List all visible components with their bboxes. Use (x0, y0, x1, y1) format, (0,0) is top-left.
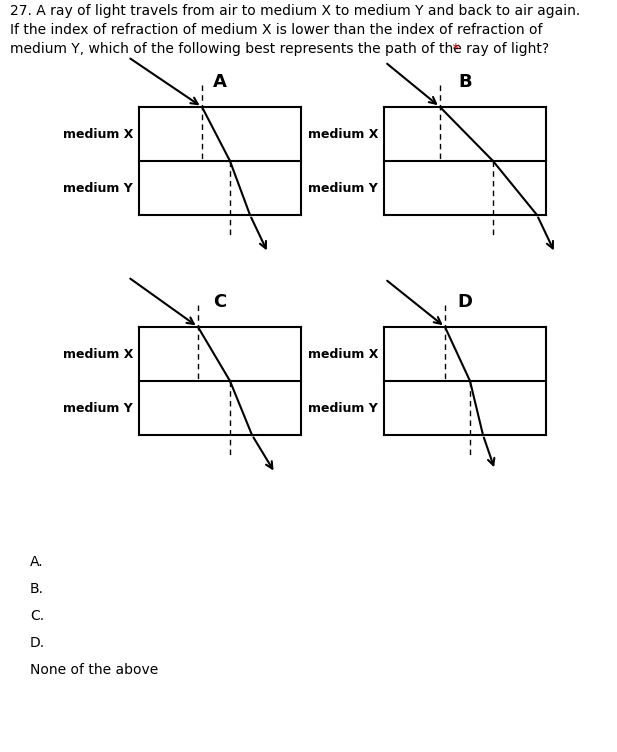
Text: None of the above: None of the above (30, 663, 158, 677)
Text: medium X: medium X (308, 128, 378, 141)
Text: medium X: medium X (308, 347, 378, 360)
Text: A: A (213, 73, 227, 91)
Text: C: C (213, 293, 226, 311)
Text: 27. A ray of light travels from air to medium X to medium Y and back to air agai: 27. A ray of light travels from air to m… (10, 4, 580, 18)
Text: B.: B. (30, 582, 44, 596)
Text: D: D (457, 293, 473, 311)
Text: medium X: medium X (62, 347, 133, 360)
Text: C.: C. (30, 609, 44, 623)
Text: A.: A. (30, 555, 44, 569)
Text: medium Y: medium Y (64, 402, 133, 414)
Text: medium Y: medium Y (64, 181, 133, 195)
Text: medium Y: medium Y (308, 181, 378, 195)
Text: medium Y: medium Y (308, 402, 378, 414)
Text: *: * (449, 42, 460, 56)
Text: B: B (458, 73, 472, 91)
Text: medium Y, which of the following best represents the path of the ray of light?: medium Y, which of the following best re… (10, 42, 549, 56)
Text: D.: D. (30, 636, 45, 650)
Text: medium X: medium X (62, 128, 133, 141)
Text: If the index of refraction of medium X is lower than the index of refraction of: If the index of refraction of medium X i… (10, 23, 542, 37)
